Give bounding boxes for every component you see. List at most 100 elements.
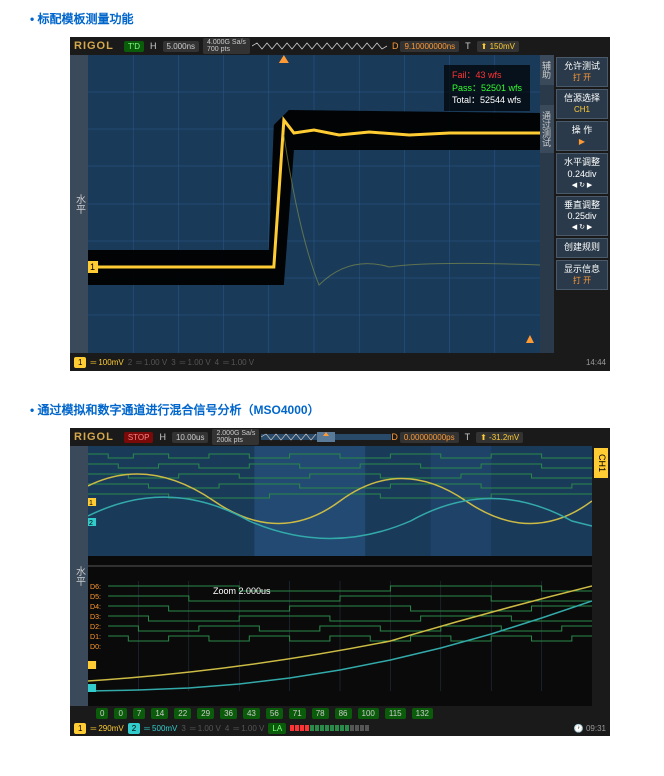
svg-text:2: 2 xyxy=(89,520,93,527)
ch1-scale2: ═ 290mV xyxy=(90,724,123,733)
svg-text:D3:: D3: xyxy=(90,614,101,621)
btn-create-rule[interactable]: 创建规则 xyxy=(556,238,608,258)
dv11: 86 xyxy=(335,708,352,719)
dv5: 29 xyxy=(197,708,214,719)
h-label2: H xyxy=(159,432,166,442)
waveform-grid1[interactable]: 1 Fail：43 wfs Pass：52501 wfs Total：52544… xyxy=(88,55,540,353)
section2-title: 通过模拟和数字通道进行混合信号分析（MSO4000） xyxy=(30,401,654,418)
delay2[interactable]: 0.00000000ps xyxy=(400,432,459,443)
trigger-level: ⬆ 150mV xyxy=(477,41,519,52)
delay[interactable]: 9.10000000ns xyxy=(400,41,459,52)
right-panel1: 允许测试 打 开 信源选择 CH1 操 作 ▶ 水平调整 0.24div ◀ ↻… xyxy=(554,55,610,353)
topbar1: RIGOL T'D H 5.000ns 4.000G Sa/s 700 pts … xyxy=(70,37,610,55)
right-panel2: CH1 xyxy=(592,446,610,706)
dv4: 22 xyxy=(174,708,191,719)
d-label2: D xyxy=(391,432,398,442)
side-tab-ch1[interactable]: CH1 xyxy=(594,448,608,478)
btn-source[interactable]: 信源选择 CH1 xyxy=(556,89,608,119)
scope1: RIGOL T'D H 5.000ns 4.000G Sa/s 700 pts … xyxy=(70,37,610,371)
svg-text:D0:: D0: xyxy=(90,644,101,651)
runstate2[interactable]: STOP xyxy=(124,432,154,443)
dv12: 100 xyxy=(358,708,379,719)
t-label: T xyxy=(465,41,471,51)
logo2: RIGOL xyxy=(74,431,114,443)
d-label: D xyxy=(392,41,399,51)
main-area1: 水平 xyxy=(70,55,610,353)
bottom-bar1: 1 ═ 100mV 2 ═ 1.00 V 3 ═ 1.00 V 4 ═ 1.00… xyxy=(70,353,610,371)
ch1-badge[interactable]: 1 xyxy=(74,357,86,368)
svg-text:D5:: D5: xyxy=(90,594,101,601)
stat-total: Total：52544 wfs xyxy=(452,94,522,107)
ch3-badge[interactable]: 3 xyxy=(171,358,175,367)
btn-enable-test[interactable]: 允许测试 打 开 xyxy=(556,57,608,87)
svg-text:1: 1 xyxy=(90,262,95,272)
ch3-badge2[interactable]: 3 xyxy=(181,724,185,733)
section-mask-test: 标配模板测量功能 RIGOL T'D H 5.000ns 4.000G Sa/s… xyxy=(10,10,654,371)
timebase2[interactable]: 10.00us xyxy=(172,432,208,443)
left-label2[interactable]: 水平 xyxy=(70,446,88,706)
ch3-scale: ═ 1.00 V xyxy=(180,358,211,367)
topbar2: RIGOL STOP H 10.00us 2.000G Sa/s 200k pt… xyxy=(70,428,610,446)
timebase[interactable]: 5.000ns xyxy=(163,41,199,52)
ch4-scale: ═ 1.00 V xyxy=(223,358,254,367)
ch4-badge2[interactable]: 4 xyxy=(225,724,229,733)
dv13: 115 xyxy=(385,708,406,719)
scope2: RIGOL STOP H 10.00us 2.000G Sa/s 200k pt… xyxy=(70,428,610,736)
svg-text:D2:: D2: xyxy=(90,624,101,631)
btn-v-adjust[interactable]: 垂直调整 0.25div ◀ ↻ ▶ xyxy=(556,196,608,236)
zoom-label: Zoom 2.000us xyxy=(213,586,271,596)
ch3-scale2: ═ 1.00 V xyxy=(190,724,221,733)
dv7: 43 xyxy=(243,708,260,719)
waveform-svg2: 1 2 xyxy=(88,446,592,706)
dv14: 132 xyxy=(412,708,433,719)
dv0: 0 xyxy=(96,708,108,719)
section-mixed-signal: 通过模拟和数字通道进行混合信号分析（MSO4000） RIGOL STOP H … xyxy=(10,401,654,736)
stat-fail: Fail：43 wfs xyxy=(452,69,522,82)
btn-operate[interactable]: 操 作 ▶ xyxy=(556,121,608,151)
ch1-scale: ═ 100mV xyxy=(90,358,123,367)
h-label: H xyxy=(150,41,157,51)
btn-h-adjust[interactable]: 水平调整 0.24div ◀ ↻ ▶ xyxy=(556,153,608,193)
svg-text:1: 1 xyxy=(89,500,93,507)
digital-bus-row: 0 0 7 14 22 29 36 43 56 71 78 86 100 115… xyxy=(70,706,610,720)
waveform-grid2[interactable]: 1 2 xyxy=(88,446,592,706)
side-tab-passfail[interactable]: 通过测试 xyxy=(540,105,554,153)
svg-text:D6:: D6: xyxy=(90,584,101,591)
main-area2: 水平 xyxy=(70,446,610,706)
dv3: 14 xyxy=(151,708,168,719)
sample-pts2: 200k pts xyxy=(216,437,242,444)
ch2-badge2[interactable]: 2 xyxy=(128,723,140,734)
trigger-level2: ⬆ -31.2mV xyxy=(476,432,523,443)
dv8: 56 xyxy=(266,708,283,719)
logo: RIGOL xyxy=(74,40,114,52)
svg-text:D1:: D1: xyxy=(90,634,101,641)
la-badge[interactable]: LA xyxy=(268,723,286,734)
btn-show-info[interactable]: 显示信息 打 开 xyxy=(556,260,608,290)
ch2-scale: ═ 1.00 V xyxy=(136,358,167,367)
left-label-horizontal[interactable]: 水平 xyxy=(70,55,88,353)
memory-bar-icon xyxy=(252,41,392,51)
ch1-badge2[interactable]: 1 xyxy=(74,723,86,734)
ch4-badge[interactable]: 4 xyxy=(215,358,219,367)
stat-pass: Pass：52501 wfs xyxy=(452,82,522,95)
memory-bar-icon2 xyxy=(261,432,391,442)
sample-rate2: 2.000G Sa/s xyxy=(216,430,255,437)
svg-text:D4:: D4: xyxy=(90,604,101,611)
time2: 09:31 xyxy=(586,724,606,733)
clock-icon: 🕐 xyxy=(574,724,584,733)
dv2: 7 xyxy=(133,708,145,719)
dv6: 36 xyxy=(220,708,237,719)
ch2-badge[interactable]: 2 xyxy=(128,358,132,367)
bottom-bar2: 1 ═ 290mV 2 ═ 500mV 3 ═ 1.00 V 4 ═ 1.00 … xyxy=(70,720,610,736)
side-tab-aux[interactable]: 辅助 xyxy=(540,55,554,85)
stats-box: Fail：43 wfs Pass：52501 wfs Total：52544 w… xyxy=(444,65,530,111)
ch2-scale2: ═ 500mV xyxy=(144,724,177,733)
sample-pts: 700 pts xyxy=(207,46,230,53)
dv1: 0 xyxy=(114,708,126,719)
time1: 14:44 xyxy=(586,358,606,367)
sample-rate: 4.000G Sa/s xyxy=(207,39,246,46)
ch4-scale2: ═ 1.00 V xyxy=(233,724,264,733)
t-label2: T xyxy=(465,432,471,442)
runstate[interactable]: T'D xyxy=(124,41,144,52)
dv9: 71 xyxy=(289,708,306,719)
